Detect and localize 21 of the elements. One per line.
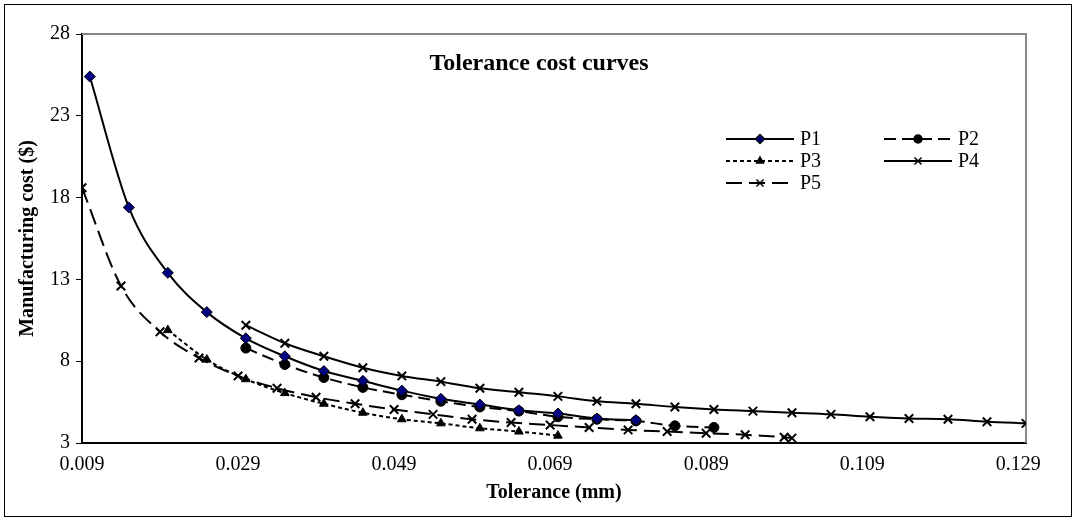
x-tick-label: 0.089: [683, 452, 729, 475]
y-tick-label: 18: [50, 184, 70, 207]
y-tick-label: 28: [50, 21, 70, 44]
y-tick-label: 3: [60, 430, 70, 453]
y-tick-label: 13: [50, 266, 70, 289]
legend-label: P5: [800, 171, 822, 194]
x-tick-label: 0.129: [995, 452, 1041, 475]
x-tick-label: 0.069: [527, 452, 573, 475]
y-tick-label: 23: [50, 103, 70, 126]
legend-label: P2: [958, 127, 980, 150]
x-axis-title: Tolerance (mm): [486, 480, 622, 504]
x-tick-label: 0.009: [59, 452, 105, 475]
legend-label: P1: [800, 127, 822, 150]
x-tick-label: 0.029: [215, 452, 261, 475]
y-axis-title: Manufacturing cost ($): [15, 140, 39, 337]
legend-label: P4: [958, 149, 980, 172]
x-tick-label: 0.049: [371, 452, 417, 475]
legend-label: P3: [800, 149, 822, 172]
x-tick-label: 0.109: [839, 452, 885, 475]
text: Tolerance cost curves: [429, 49, 649, 76]
y-tick-label: 8: [60, 348, 70, 371]
